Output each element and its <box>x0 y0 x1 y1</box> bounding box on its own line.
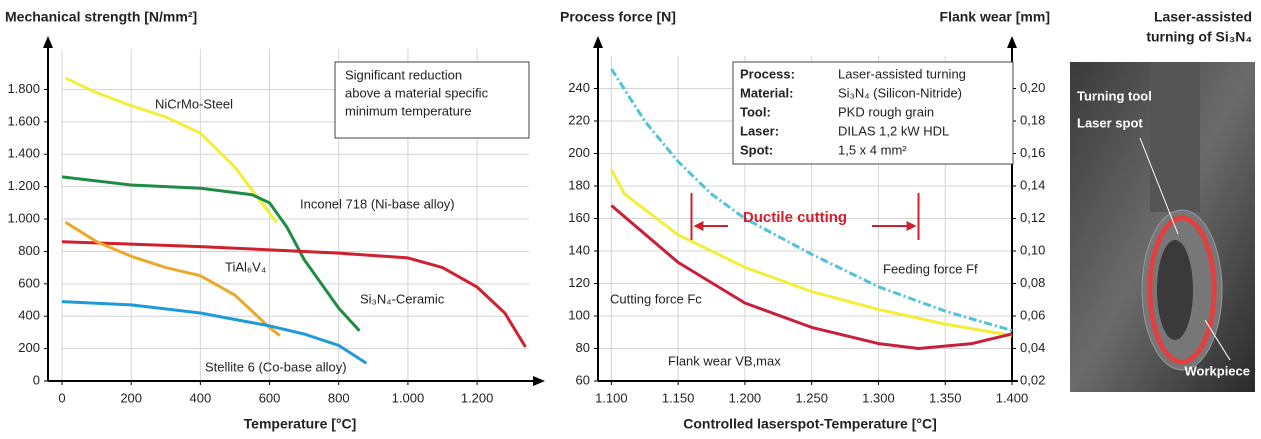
x-axis-label: Controlled laserspot-Temperature [°C] <box>683 416 936 432</box>
y-tick-label: 120 <box>568 275 590 290</box>
y-tick-label: 200 <box>18 340 40 355</box>
y2-title: Flank wear [mm] <box>940 9 1050 25</box>
photo-label: Laser spot <box>1077 115 1143 130</box>
annotation-arrowhead <box>907 221 917 231</box>
y2-tick-label: 0,08 <box>1020 275 1045 290</box>
series-line <box>62 302 366 364</box>
annotation-line: Significant reduction <box>345 67 462 82</box>
x-tick-label: 400 <box>190 390 212 405</box>
y-tick-label: 1.200 <box>7 178 40 193</box>
axis-arrow <box>593 36 603 48</box>
y-tick-label: 180 <box>568 177 590 192</box>
y-tick-label: 600 <box>18 275 40 290</box>
info-value: Laser-assisted turning <box>838 66 966 81</box>
axis-arrow <box>1007 36 1017 48</box>
y2-tick-label: 0,10 <box>1020 242 1045 257</box>
x-tick-label: 1.150 <box>662 390 695 405</box>
x-tick-label: 1.200 <box>729 390 762 405</box>
photo-title: turning of Si₃N₄ <box>1146 29 1252 45</box>
y-tick-label: 220 <box>568 112 590 127</box>
y-tick-label: 60 <box>576 372 590 387</box>
x-tick-label: 800 <box>328 390 350 405</box>
y-tick-label: 1.600 <box>7 113 40 128</box>
series-label: Stellite 6 (Co-base alloy) <box>205 359 347 374</box>
chart-title: Process force [N] <box>560 9 676 25</box>
y-tick-label: 1.800 <box>7 81 40 96</box>
photo-label: Turning tool <box>1077 88 1152 103</box>
photo-title: Laser-assisted <box>1154 9 1252 25</box>
series-label: Si₃N₄-Ceramic <box>360 291 445 306</box>
axis-arrow <box>43 36 53 48</box>
x-tick-label: 1.250 <box>795 390 828 405</box>
figure: Laser-assisted turning of Si₃N₄ Turning … <box>0 0 1261 439</box>
y-tick-label: 160 <box>568 210 590 225</box>
info-key: Process: <box>740 66 795 81</box>
series-line <box>66 222 280 335</box>
axis-arrow <box>533 376 545 386</box>
x-tick-label: 1.100 <box>595 390 628 405</box>
y2-tick-label: 0,18 <box>1020 112 1045 127</box>
info-key: Material: <box>740 85 793 100</box>
info-key: Tool: <box>740 104 771 119</box>
y2-tick-label: 0,02 <box>1020 372 1045 387</box>
y-tick-label: 80 <box>576 340 590 355</box>
x-tick-label: 1.350 <box>929 390 962 405</box>
y2-tick-label: 0,16 <box>1020 145 1045 160</box>
photo: Laser-assisted turning of Si₃N₄ Turning … <box>1070 9 1255 392</box>
chart: Mechanical strength [N/mm²] Temperature [… <box>5 9 545 432</box>
y2-tick-label: 0,14 <box>1020 177 1045 192</box>
x-tick-label: 1.400 <box>996 390 1029 405</box>
x-tick-label: 1.000 <box>392 390 425 405</box>
chart-title: Mechanical strength [N/mm²] <box>5 9 197 25</box>
y2-tick-label: 0,20 <box>1020 80 1045 95</box>
y-tick-label: 240 <box>568 80 590 95</box>
info-key: Laser: <box>740 123 779 138</box>
series-label: Feeding force Ff <box>883 261 978 276</box>
photo-label: Workpiece <box>1184 363 1250 378</box>
x-tick-label: 600 <box>259 390 281 405</box>
y2-tick-label: 0,06 <box>1020 307 1045 322</box>
y-tick-label: 1.400 <box>7 146 40 161</box>
series-label: TiAl₆V₄ <box>225 259 266 274</box>
y2-tick-label: 0,04 <box>1020 340 1045 355</box>
x-tick-label: 1.300 <box>862 390 895 405</box>
y-tick-label: 100 <box>568 307 590 322</box>
info-value: DILAS 1,2 kW HDL <box>838 123 949 138</box>
info-value: 1,5 x 4 mm² <box>838 142 907 157</box>
tool-holder <box>1150 62 1200 212</box>
info-key: Spot: <box>740 142 773 157</box>
y-tick-label: 0 <box>33 372 40 387</box>
annotation-line: above a material specific <box>345 85 489 100</box>
x-tick-label: 200 <box>120 390 142 405</box>
x-tick-label: 0 <box>58 390 65 405</box>
annotation: Ductile cutting <box>743 209 847 226</box>
series-label: NiCrMo-Steel <box>155 96 233 111</box>
y-tick-label: 140 <box>568 242 590 257</box>
y-tick-label: 400 <box>18 308 40 323</box>
bore <box>1157 240 1193 340</box>
x-axis-label: Temperature [°C] <box>244 416 357 432</box>
series-label: Inconel 718 (Ni-base alloy) <box>300 196 455 211</box>
x-tick-label: 1.200 <box>461 390 494 405</box>
info-value: PKD rough grain <box>838 104 934 119</box>
y-tick-label: 1.000 <box>7 210 40 225</box>
info-value: Si₃N₄ (Silicon-Nitride) <box>838 85 962 100</box>
y-tick-label: 200 <box>568 145 590 160</box>
series-label: Flank wear VB,max <box>668 353 781 368</box>
annotation-line: minimum temperature <box>345 103 471 118</box>
y-tick-label: 800 <box>18 243 40 258</box>
chart: Process force [N] Flank wear [mm] Controll… <box>560 9 1050 432</box>
y2-tick-label: 0,12 <box>1020 210 1045 225</box>
annotation-arrowhead <box>693 221 703 231</box>
series-label: Cutting force Fc <box>610 291 702 306</box>
